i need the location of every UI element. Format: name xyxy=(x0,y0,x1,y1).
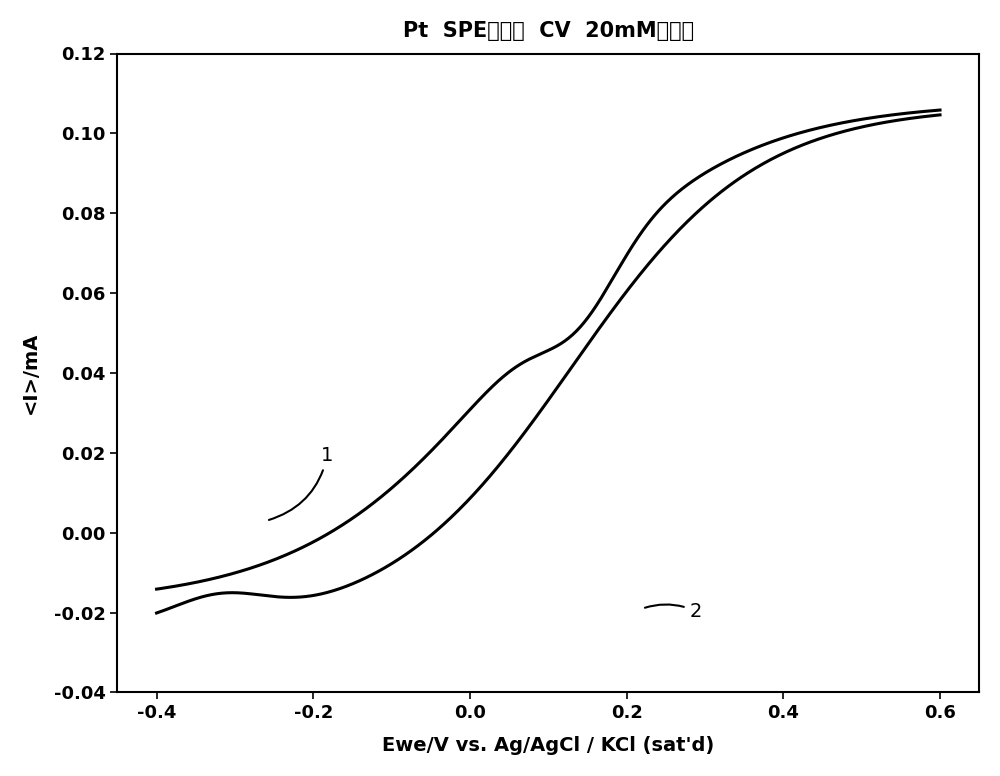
Text: 1: 1 xyxy=(269,446,333,520)
Text: 2: 2 xyxy=(645,601,702,621)
X-axis label: Ewe/V vs. Ag/AgCl / KCl (sat'd): Ewe/V vs. Ag/AgCl / KCl (sat'd) xyxy=(382,736,714,755)
Y-axis label: <I>/mA: <I>/mA xyxy=(21,332,40,414)
Title: Pt  SPE酶电极  CV  20mM葡萄糖: Pt SPE酶电极 CV 20mM葡萄糖 xyxy=(403,21,694,41)
